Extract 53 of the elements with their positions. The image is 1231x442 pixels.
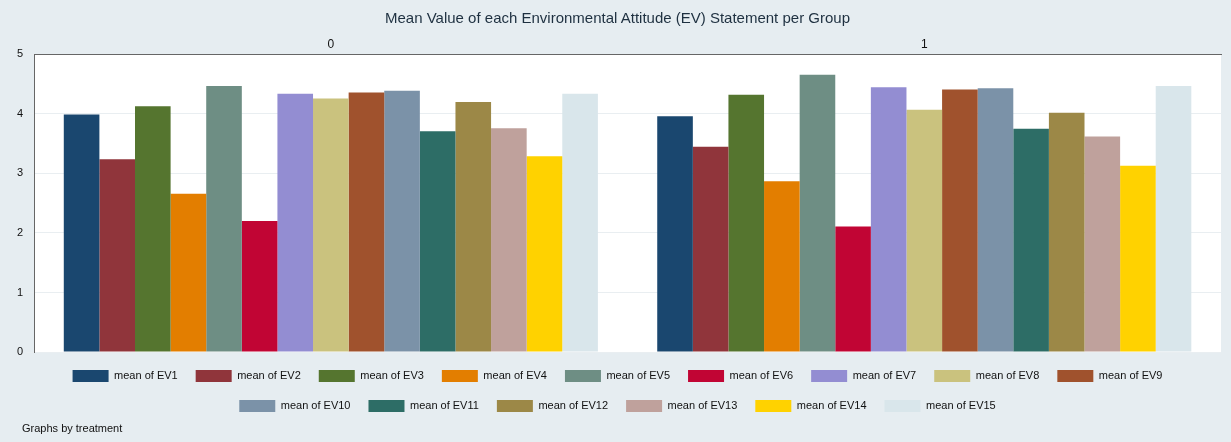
legend-label: mean of EV2 [237, 369, 301, 382]
y-tick-label: 1 [16, 285, 24, 298]
legend-label: mean of EV1 [114, 369, 178, 382]
bar [562, 93, 598, 352]
bar [170, 193, 207, 352]
bar [799, 74, 836, 352]
bar [1120, 165, 1156, 352]
y-tick-label: 5 [16, 47, 24, 60]
legend-label: mean of EV10 [280, 399, 351, 412]
legend-label: mean of EV8 [975, 369, 1040, 382]
bar [384, 90, 420, 352]
bar [348, 92, 385, 352]
bar [455, 102, 492, 352]
bar [491, 128, 527, 352]
bar [277, 93, 314, 352]
bar [313, 98, 349, 352]
bar [692, 146, 729, 352]
bar [942, 89, 978, 352]
legend-label: mean of EV14 [796, 399, 867, 412]
chart-title: Mean Value of each Environmental Attitude (EV) Statement per Group [385, 9, 850, 27]
bar [906, 109, 943, 352]
legend-label: mean of EV3 [360, 369, 424, 382]
bar [657, 116, 693, 352]
y-tick-label: 0 [16, 345, 24, 358]
legend-label: mean of EV4 [483, 369, 547, 382]
bar [419, 131, 456, 352]
bar [728, 94, 765, 352]
bar [241, 221, 278, 352]
y-tick-label: 2 [16, 225, 24, 238]
legend-label: mean of EV11 [409, 399, 479, 412]
legend-label: mean of EV13 [667, 399, 738, 412]
bar [1155, 85, 1192, 352]
legend-label: mean of EV6 [729, 369, 794, 382]
legend-label: mean of EV5 [606, 369, 671, 382]
legend-label: mean of EV9 [1098, 369, 1163, 382]
bar [1084, 136, 1121, 352]
bar [99, 159, 135, 352]
bar [206, 85, 242, 352]
bar [526, 156, 563, 352]
bar [63, 114, 100, 352]
bar [1013, 128, 1049, 352]
text: Graphs by treatment [22, 422, 123, 434]
y-tick-label: 4 [16, 106, 24, 119]
legend-label: mean of EV7 [852, 369, 917, 382]
y-tick-label: 3 [16, 166, 24, 179]
bar [135, 106, 171, 352]
bar [977, 88, 1014, 352]
bar [870, 87, 907, 352]
bar [1048, 112, 1085, 352]
legend-label: mean of EV15 [926, 399, 996, 412]
bar [835, 226, 871, 352]
bar [764, 181, 800, 352]
legend-label: mean of EV12 [538, 399, 609, 412]
